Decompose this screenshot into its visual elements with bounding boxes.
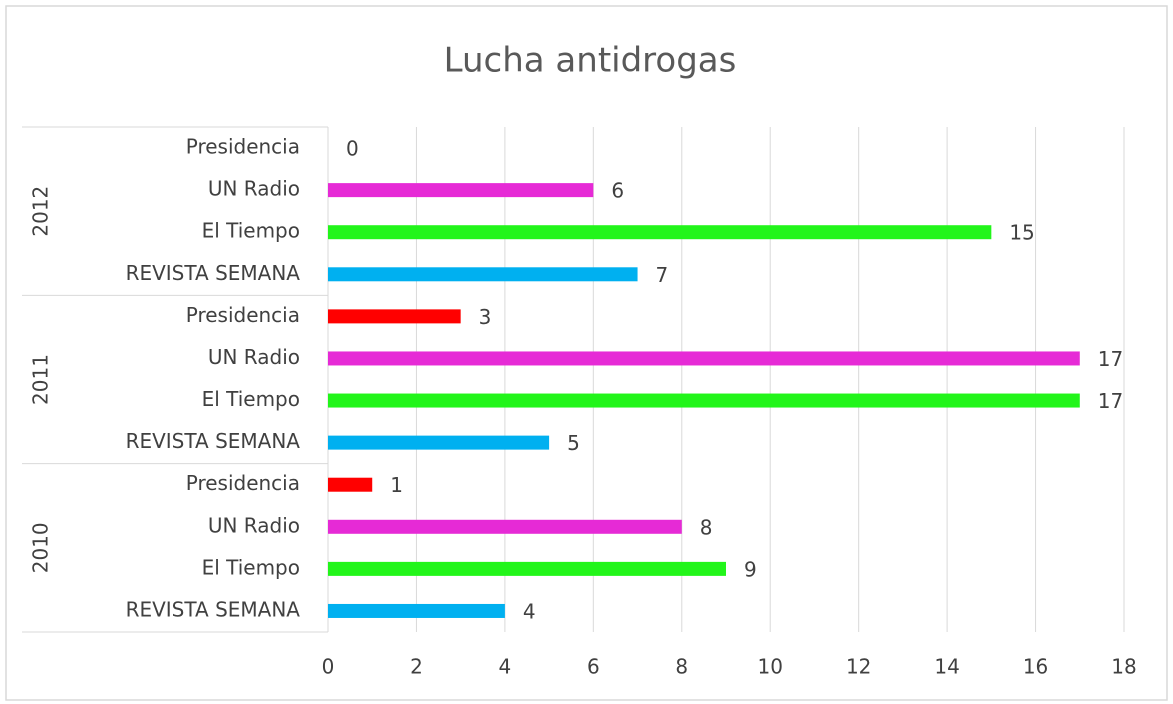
group-label: 2010 bbox=[29, 522, 53, 573]
data-label: 8 bbox=[700, 515, 713, 539]
x-tick-label: 4 bbox=[499, 655, 512, 679]
bar bbox=[328, 267, 638, 282]
x-tick-label: 12 bbox=[846, 655, 871, 679]
bar bbox=[328, 351, 1080, 366]
bar bbox=[328, 183, 594, 198]
x-tick-label: 16 bbox=[1023, 655, 1048, 679]
bar bbox=[328, 393, 1080, 408]
data-label: 6 bbox=[611, 179, 624, 203]
x-tick-label: 2 bbox=[410, 655, 423, 679]
bar bbox=[328, 603, 505, 618]
y-tick-label: Presidencia bbox=[186, 303, 300, 327]
data-label: 4 bbox=[523, 599, 536, 623]
y-tick-label: UN Radio bbox=[208, 345, 300, 369]
x-tick-label: 0 bbox=[322, 655, 335, 679]
data-label: 17 bbox=[1098, 347, 1123, 371]
data-label: 5 bbox=[567, 431, 580, 455]
bar bbox=[328, 309, 461, 324]
y-tick-label: El Tiempo bbox=[202, 219, 300, 243]
data-label: 7 bbox=[656, 263, 669, 287]
y-tick-label: El Tiempo bbox=[202, 555, 300, 579]
data-label: 3 bbox=[479, 305, 492, 329]
group-label: 2011 bbox=[29, 354, 53, 405]
data-label: 1 bbox=[390, 473, 403, 497]
data-label: 17 bbox=[1098, 389, 1123, 413]
y-tick-label: REVISTA SEMANA bbox=[126, 261, 301, 285]
data-label: 15 bbox=[1009, 221, 1034, 245]
x-tick-label: 18 bbox=[1111, 655, 1136, 679]
bar bbox=[328, 477, 373, 492]
y-tick-label: El Tiempo bbox=[202, 387, 300, 411]
x-tick-label: 6 bbox=[587, 655, 600, 679]
data-label: 9 bbox=[744, 557, 757, 581]
y-tick-label: UN Radio bbox=[208, 513, 300, 537]
bar bbox=[328, 519, 682, 534]
x-tick-label: 10 bbox=[757, 655, 782, 679]
group-label: 2012 bbox=[29, 186, 53, 237]
chart-title: Lucha antidrogas bbox=[444, 41, 737, 81]
y-tick-label: Presidencia bbox=[186, 135, 300, 159]
data-label: 0 bbox=[346, 137, 359, 161]
y-tick-label: REVISTA SEMANA bbox=[126, 429, 301, 453]
bar bbox=[328, 225, 992, 240]
x-tick-label: 8 bbox=[675, 655, 688, 679]
y-tick-label: REVISTA SEMANA bbox=[126, 597, 301, 621]
bar bbox=[328, 435, 550, 450]
bar bbox=[328, 561, 726, 576]
x-tick-label: 14 bbox=[934, 655, 959, 679]
y-tick-label: Presidencia bbox=[186, 471, 300, 495]
y-tick-label: UN Radio bbox=[208, 177, 300, 201]
